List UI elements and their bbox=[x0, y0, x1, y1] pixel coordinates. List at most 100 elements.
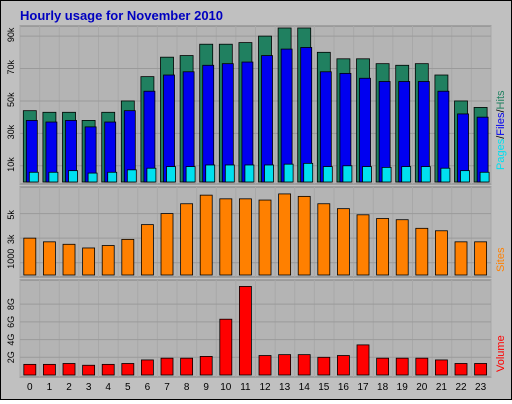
x-tick-label: 6 bbox=[145, 382, 151, 393]
y-tick-label: 50k bbox=[6, 92, 16, 107]
bar-sites-3 bbox=[82, 247, 96, 276]
bar-files-18 bbox=[378, 81, 391, 183]
bar-volume-18 bbox=[376, 357, 390, 376]
bar-volume-1 bbox=[43, 363, 56, 376]
x-tick-label: 21 bbox=[436, 382, 448, 393]
bar-volume-15 bbox=[317, 356, 331, 376]
bar-volume-13 bbox=[278, 354, 292, 376]
bar-volume-6 bbox=[141, 359, 154, 376]
bar-sites-15 bbox=[317, 203, 331, 276]
x-tick-label: 12 bbox=[259, 382, 271, 393]
bar-sites-1 bbox=[43, 241, 56, 276]
bar-volume-0 bbox=[23, 363, 37, 376]
bar-volume-14 bbox=[297, 354, 311, 376]
bar-pages-7 bbox=[166, 166, 176, 183]
x-tick-label: 11 bbox=[240, 382, 251, 393]
bar-volume-19 bbox=[395, 357, 409, 376]
panel-1: 1000 3k 5k bbox=[6, 186, 492, 278]
bar-sites-18 bbox=[376, 218, 390, 276]
bar-volume-9 bbox=[199, 355, 213, 376]
hour-axis-labels: 0 1 2 3 4 5 6 7 8 9 10 11 12 13 14 15 16 17 18 19 20 21 22 23 bbox=[27, 382, 487, 393]
bar-volume-11 bbox=[239, 286, 252, 376]
bar-sites-17 bbox=[356, 214, 370, 276]
x-tick-label: 19 bbox=[397, 382, 409, 393]
bar-pages-8 bbox=[185, 166, 196, 183]
chart-panels: 10k 30k 50k 70k 90k 1000 3k 5k 2G 4G 6G 8G bbox=[6, 25, 492, 378]
bar-sites-14 bbox=[297, 195, 311, 276]
bar-sites-23 bbox=[474, 241, 488, 276]
y-tick-label: 5k bbox=[6, 210, 16, 220]
bar-pages-2 bbox=[68, 170, 78, 183]
bar-sites-12 bbox=[258, 199, 272, 276]
bar-pages-3 bbox=[87, 172, 98, 183]
bar-sites-16 bbox=[337, 208, 350, 276]
bar-volume-2 bbox=[62, 363, 76, 376]
bar-sites-20 bbox=[415, 227, 429, 276]
bar-sites-13 bbox=[278, 193, 292, 276]
y-tick-label: 70k bbox=[6, 60, 16, 75]
bar-files-13 bbox=[280, 48, 293, 183]
bar-volume-7 bbox=[160, 357, 174, 376]
bar-pages-10 bbox=[224, 164, 235, 183]
y-tick-label: 2G bbox=[6, 351, 16, 363]
ylabel-part: Pages bbox=[495, 138, 507, 170]
bar-sites-10 bbox=[219, 198, 233, 276]
x-tick-label: 15 bbox=[318, 382, 330, 393]
bar-sites-19 bbox=[395, 219, 409, 276]
bar-pages-14 bbox=[303, 162, 314, 183]
bar-pages-1 bbox=[48, 171, 59, 183]
y-tick-label: 3k bbox=[6, 234, 16, 244]
bar-pages-12 bbox=[264, 164, 274, 183]
x-tick-label: 7 bbox=[164, 382, 170, 393]
bar-pages-19 bbox=[401, 166, 412, 183]
bar-pages-22 bbox=[460, 170, 470, 183]
bar-volume-5 bbox=[121, 363, 135, 376]
bar-pages-15 bbox=[322, 166, 333, 183]
y-tick-label: 4G bbox=[6, 334, 16, 346]
bar-volume-16 bbox=[337, 355, 350, 376]
bar-volume-4 bbox=[101, 363, 115, 376]
ylabel-part: Hits bbox=[495, 90, 507, 109]
bar-pages-20 bbox=[420, 166, 431, 183]
bar-files-9 bbox=[202, 64, 215, 183]
bar-pages-4 bbox=[107, 171, 118, 183]
x-tick-label: 22 bbox=[455, 382, 467, 393]
y-tick-label: 6G bbox=[6, 316, 16, 328]
bar-sites-22 bbox=[454, 241, 468, 276]
bar-volume-22 bbox=[454, 363, 468, 376]
panel-2: 2G 4G 6G 8G bbox=[6, 279, 492, 378]
bar-sites-2 bbox=[62, 243, 76, 276]
bar-volume-17 bbox=[356, 344, 370, 376]
bar-sites-5 bbox=[121, 238, 135, 276]
y-tick-label: 8G bbox=[6, 298, 16, 310]
y-tick-label: 10k bbox=[6, 157, 16, 172]
bar-pages-0 bbox=[28, 171, 39, 183]
bar-sites-6 bbox=[141, 224, 154, 276]
bar-files-14 bbox=[300, 47, 313, 183]
x-tick-label: 23 bbox=[475, 382, 487, 393]
bar-pages-23 bbox=[479, 171, 490, 183]
bar-sites-8 bbox=[180, 203, 194, 276]
bar-files-12 bbox=[261, 55, 273, 183]
ylabel-pages-files-hits: Pages/Files/Hits bbox=[495, 90, 507, 170]
bar-sites-7 bbox=[160, 213, 174, 276]
bar-volume-20 bbox=[415, 357, 429, 376]
bar-volume-21 bbox=[435, 359, 448, 376]
x-tick-label: 2 bbox=[66, 382, 72, 393]
bar-files-15 bbox=[319, 71, 332, 183]
y-tick-label: 30k bbox=[6, 124, 16, 139]
bar-pages-17 bbox=[362, 166, 372, 183]
x-tick-label: 16 bbox=[338, 382, 350, 393]
bar-volume-8 bbox=[180, 357, 194, 376]
y-tick-label: 1000 bbox=[6, 249, 16, 269]
bar-sites-21 bbox=[435, 230, 448, 276]
bar-sites-11 bbox=[239, 198, 252, 276]
ylabel-volume: Volume bbox=[495, 335, 507, 372]
x-tick-label: 4 bbox=[105, 382, 111, 393]
bar-volume-12 bbox=[258, 355, 272, 376]
ylabel-part: / bbox=[495, 135, 507, 139]
bar-volume-23 bbox=[474, 363, 488, 376]
